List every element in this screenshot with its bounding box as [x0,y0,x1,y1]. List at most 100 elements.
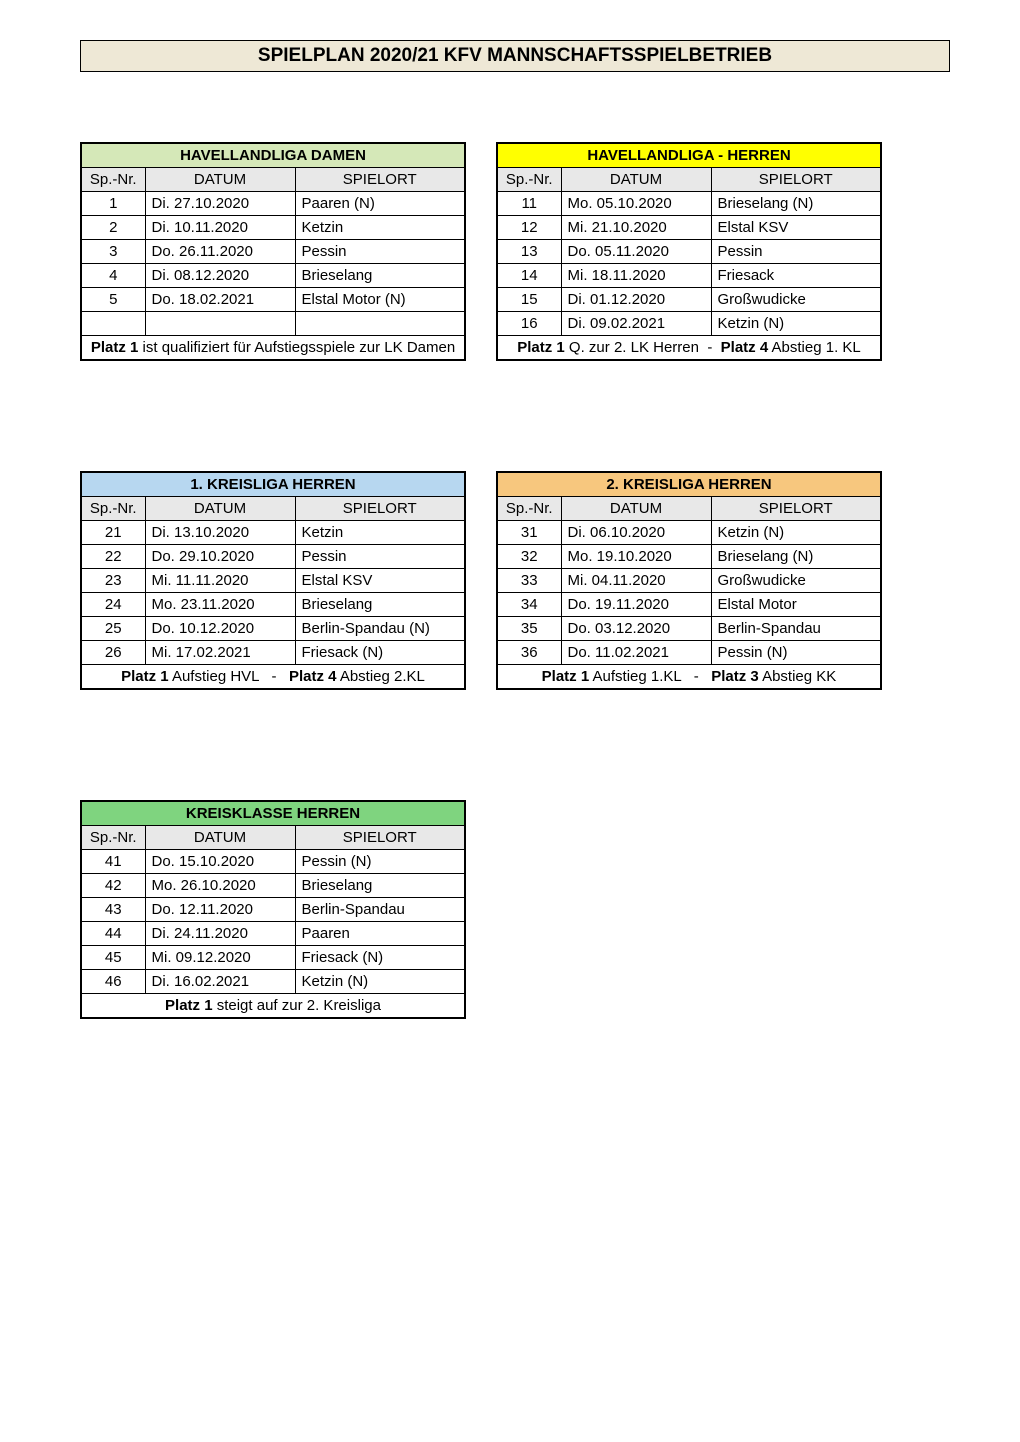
table-row: 24 Mo. 23.11.2020 Brieselang [81,593,465,617]
cell-nr: 5 [81,288,145,312]
cell-spielort: Friesack (N) [295,946,465,970]
cell-spielort: Elstal KSV [295,569,465,593]
table-title: 1. KREISLIGA HERREN [81,472,465,497]
table-kl1: 1. KREISLIGA HERREN Sp.-Nr. DATUM SPIELO… [80,471,466,690]
cell-datum: Di. 06.10.2020 [561,521,711,545]
table-row: 4 Di. 08.12.2020 Brieselang [81,264,465,288]
table-row: 13 Do. 05.11.2020 Pessin [497,240,881,264]
cell-nr: 35 [497,617,561,641]
cell-spielort: Pessin [295,545,465,569]
table-row: 32 Mo. 19.10.2020 Brieselang (N) [497,545,881,569]
table-title: 2. KREISLIGA HERREN [497,472,881,497]
table-row: 22 Do. 29.10.2020 Pessin [81,545,465,569]
page-title-box: SPIELPLAN 2020/21 KFV MANNSCHAFTSSPIELBE… [80,40,950,72]
table-row: 36 Do. 11.02.2021 Pessin (N) [497,641,881,665]
cell-datum: Di. 27.10.2020 [145,192,295,216]
table-row: 25 Do. 10.12.2020 Berlin-Spandau (N) [81,617,465,641]
table-row: 44 Di. 24.11.2020 Paaren [81,922,465,946]
col-nr: Sp.-Nr. [81,497,145,521]
cell-nr: 34 [497,593,561,617]
cell-nr: 44 [81,922,145,946]
table-row: 5 Do. 18.02.2021 Elstal Motor (N) [81,288,465,312]
page: SPIELPLAN 2020/21 KFV MANNSCHAFTSSPIELBE… [0,0,1020,1079]
cell-datum: Di. 10.11.2020 [145,216,295,240]
cell-nr: 21 [81,521,145,545]
table-row: 34 Do. 19.11.2020 Elstal Motor [497,593,881,617]
cell-nr: 31 [497,521,561,545]
cell-datum: Di. 01.12.2020 [561,288,711,312]
table-footer: Platz 1 Aufstieg HVL - Platz 4 Abstieg 2… [81,665,465,690]
col-datum: DATUM [561,497,711,521]
cell-nr: 26 [81,641,145,665]
cell-spielort: Friesack [711,264,881,288]
table-row: 3 Do. 26.11.2020 Pessin [81,240,465,264]
cell-datum: Do. 05.11.2020 [561,240,711,264]
table-footer: Platz 1 Q. zur 2. LK Herren - Platz 4 Ab… [497,336,881,361]
cell-spielort: Elstal Motor [711,593,881,617]
table-kl2: 2. KREISLIGA HERREN Sp.-Nr. DATUM SPIELO… [496,471,882,690]
cell-datum: Do. 29.10.2020 [145,545,295,569]
table-row: 12 Mi. 21.10.2020 Elstal KSV [497,216,881,240]
col-datum: DATUM [145,826,295,850]
cell-spielort: Paaren [295,922,465,946]
table-title: KREISKLASSE HERREN [81,801,465,826]
cell-datum: Mo. 19.10.2020 [561,545,711,569]
col-datum: DATUM [561,168,711,192]
table-row: 41 Do. 15.10.2020 Pessin (N) [81,850,465,874]
cell-spielort: Brieselang [295,264,465,288]
cell-nr: 23 [81,569,145,593]
cell-spielort: Pessin (N) [711,641,881,665]
col-spielort: SPIELORT [711,497,881,521]
cell-nr: 12 [497,216,561,240]
cell-spielort: Ketzin (N) [295,970,465,994]
cell-spielort: Elstal KSV [711,216,881,240]
cell-spielort: Elstal Motor (N) [295,288,465,312]
cell-spielort: Brieselang [295,874,465,898]
cell-datum: Di. 24.11.2020 [145,922,295,946]
cell-datum: Di. 09.02.2021 [561,312,711,336]
col-nr: Sp.-Nr. [497,497,561,521]
table-row: 21 Di. 13.10.2020 Ketzin [81,521,465,545]
cell-nr: 43 [81,898,145,922]
table-row-blank [81,312,465,336]
cell-datum: Mi. 17.02.2021 [145,641,295,665]
cell-spielort: Großwudicke [711,288,881,312]
cell-spielort: Pessin [295,240,465,264]
cell-spielort: Pessin (N) [295,850,465,874]
cell-datum: Do. 12.11.2020 [145,898,295,922]
cell-nr: 11 [497,192,561,216]
cell-spielort: Brieselang [295,593,465,617]
row-3: KREISKLASSE HERREN Sp.-Nr. DATUM SPIELOR… [80,800,950,1019]
cell-nr: 33 [497,569,561,593]
table-row: 14 Mi. 18.11.2020 Friesack [497,264,881,288]
cell-spielort: Paaren (N) [295,192,465,216]
table-row: 35 Do. 03.12.2020 Berlin-Spandau [497,617,881,641]
table-row: 16 Di. 09.02.2021 Ketzin (N) [497,312,881,336]
cell-datum: Mi. 18.11.2020 [561,264,711,288]
table-footer: Platz 1 ist qualifiziert für Aufstiegssp… [81,336,465,361]
cell-nr: 24 [81,593,145,617]
table-row: 2 Di. 10.11.2020 Ketzin [81,216,465,240]
table-row: 31 Di. 06.10.2020 Ketzin (N) [497,521,881,545]
cell-spielort: Brieselang (N) [711,192,881,216]
cell-nr: 45 [81,946,145,970]
cell-spielort: Ketzin [295,216,465,240]
cell-datum: Di. 08.12.2020 [145,264,295,288]
col-spielort: SPIELORT [295,168,465,192]
cell-nr: 32 [497,545,561,569]
cell-spielort: Berlin-Spandau [711,617,881,641]
cell-datum: Di. 13.10.2020 [145,521,295,545]
cell-datum: Do. 03.12.2020 [561,617,711,641]
cell-nr: 46 [81,970,145,994]
col-spielort: SPIELORT [711,168,881,192]
row-1: HAVELLANDLIGA DAMEN Sp.-Nr. DATUM SPIELO… [80,142,950,361]
col-spielort: SPIELORT [295,826,465,850]
table-row: 23 Mi. 11.11.2020 Elstal KSV [81,569,465,593]
cell-datum: Mi. 21.10.2020 [561,216,711,240]
table-row: 1 Di. 27.10.2020 Paaren (N) [81,192,465,216]
table-title: HAVELLANDLIGA - HERREN [497,143,881,168]
table-row: 11 Mo. 05.10.2020 Brieselang (N) [497,192,881,216]
table-herren-hvl: HAVELLANDLIGA - HERREN Sp.-Nr. DATUM SPI… [496,142,882,361]
cell-datum: Mi. 09.12.2020 [145,946,295,970]
cell-nr: 14 [497,264,561,288]
